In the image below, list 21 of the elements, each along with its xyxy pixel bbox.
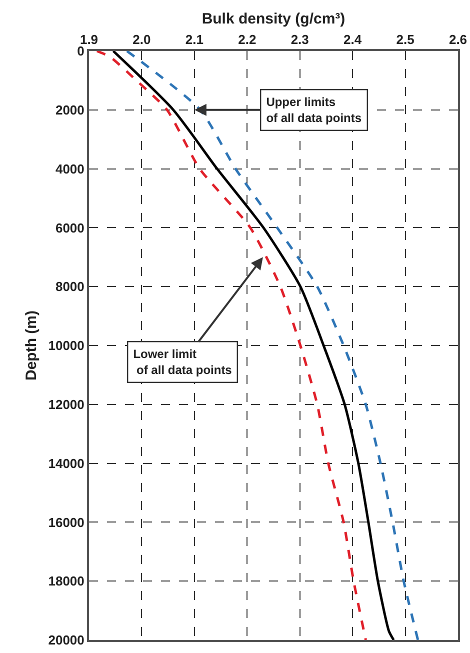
x-tick-label: 2.6 <box>448 32 468 47</box>
y-tick-label: 4000 <box>55 161 84 176</box>
y-tick-label: 8000 <box>55 279 84 294</box>
x-tick-label: 2.1 <box>185 32 204 47</box>
x-tick-label: 2.0 <box>132 32 151 47</box>
y-tick-label: 20000 <box>48 632 84 648</box>
y-tick-label: 14000 <box>48 456 84 471</box>
x-tick-label: 2.2 <box>238 32 256 47</box>
y-axis-title: Depth (m) <box>22 310 40 380</box>
y-tick-label: 10000 <box>48 338 84 354</box>
x-axis-title: Bulk density (g/cm³) <box>202 10 346 28</box>
x-tick-label: 2.5 <box>396 32 414 47</box>
annotation: Lower limit of all data points <box>133 347 232 377</box>
y-tick-label: 12000 <box>48 396 84 412</box>
y-tick-label: 2000 <box>55 102 84 118</box>
y-tick-label: 6000 <box>55 220 84 236</box>
y-tick-label: 18000 <box>48 574 84 589</box>
annotation: Upper limits of all data points <box>266 95 362 125</box>
x-tick-label: 2.3 <box>290 32 309 47</box>
x-tick-label: 2.4 <box>344 32 362 47</box>
y-tick-label: 16000 <box>48 514 84 530</box>
